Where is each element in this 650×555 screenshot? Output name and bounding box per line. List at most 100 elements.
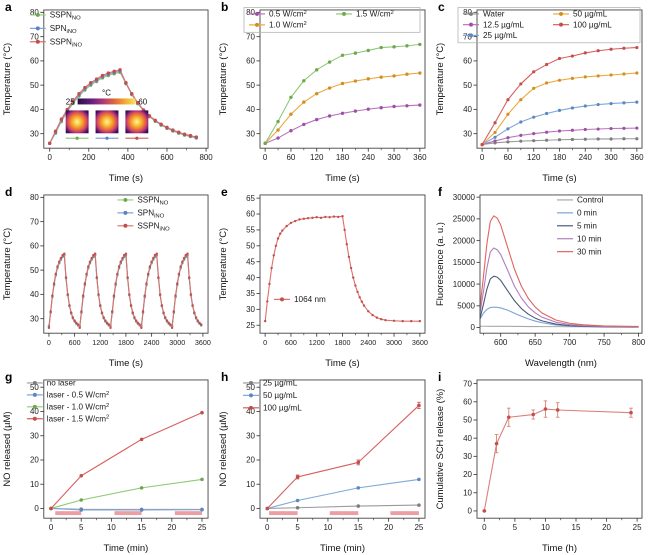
svg-text:80: 80 <box>246 8 255 17</box>
svg-text:10000: 10000 <box>453 280 476 289</box>
svg-text:70: 70 <box>463 379 472 388</box>
svg-text:0: 0 <box>468 507 473 516</box>
svg-text:20: 20 <box>602 523 611 532</box>
svg-text:240: 240 <box>362 153 376 162</box>
chart-b-power-density: 0 60 120 180 240 300 360 30 40 50 60 70 80 Time (s) Te… <box>218 7 427 184</box>
svg-text:40: 40 <box>463 105 472 114</box>
panel-f-label: f <box>438 185 442 199</box>
svg-text:800: 800 <box>199 153 213 162</box>
svg-text:40: 40 <box>30 407 39 416</box>
svg-text:30: 30 <box>30 431 39 440</box>
svg-text:15: 15 <box>137 523 146 532</box>
svg-text:800: 800 <box>632 338 646 347</box>
svg-text:1800: 1800 <box>334 339 350 347</box>
svg-text:360: 360 <box>413 153 427 162</box>
svg-text:40: 40 <box>30 290 39 299</box>
svg-text:650: 650 <box>528 338 542 347</box>
svg-text:80: 80 <box>463 8 472 17</box>
chart-f-fluorescence-spectra: 600 650 700 750 800 0 5000 10000 15000 20000 25000… <box>435 193 646 369</box>
panel-e: e 0 600 1200 1800 2400 3000 3600 25 30 35 40 45 50 55… <box>216 185 433 370</box>
svg-text:NO released (µM): NO released (µM) <box>2 412 13 487</box>
svg-text:0 min: 0 min <box>577 209 597 218</box>
chart-d-heating-cycles: 0 600 1200 1800 2400 3000 3600 30 40 50 60 70 80 Time… <box>2 193 211 369</box>
svg-text:25 µg/mL: 25 µg/mL <box>483 31 518 40</box>
svg-text:80: 80 <box>30 193 39 202</box>
panel-d-label: d <box>5 185 13 199</box>
svg-text:SPNiNO: SPNiNO <box>137 209 164 220</box>
svg-text:no laser: no laser <box>47 379 76 388</box>
svg-text:25: 25 <box>633 523 642 532</box>
svg-text:50: 50 <box>30 81 39 90</box>
svg-text:laser - 0.5 W/cm2: laser - 0.5 W/cm2 <box>47 391 110 400</box>
svg-text:Time (s): Time (s) <box>325 173 359 184</box>
svg-text:300: 300 <box>604 153 618 162</box>
svg-text:SPNiNO: SPNiNO <box>50 24 77 35</box>
svg-text:70: 70 <box>30 217 39 226</box>
chart-h-no-release-concentration: 0 5 10 15 20 25 0 10 20 30 40 50 Time (min) NO releas… <box>218 379 426 554</box>
chart-c-concentration: 0 60 120 180 240 300 360 30 40 50 60 70 80 Time (s) Te… <box>435 7 644 184</box>
svg-text:60: 60 <box>246 57 255 66</box>
svg-text:0: 0 <box>480 153 485 162</box>
panel-b-label: b <box>221 0 229 14</box>
svg-text:laser - 1.0 W/cm2: laser - 1.0 W/cm2 <box>47 403 110 412</box>
svg-text:30 min: 30 min <box>577 247 602 256</box>
svg-text:40: 40 <box>246 105 255 114</box>
svg-text:40: 40 <box>463 434 472 443</box>
svg-text:0.5 W/cm2: 0.5 W/cm2 <box>269 10 307 19</box>
svg-text:1200: 1200 <box>92 339 108 347</box>
svg-text:60: 60 <box>503 153 512 162</box>
svg-text:15000: 15000 <box>453 258 476 267</box>
svg-text:3600: 3600 <box>412 339 428 347</box>
svg-text:180: 180 <box>336 153 350 162</box>
svg-text:0: 0 <box>49 523 54 532</box>
svg-text:40: 40 <box>246 407 255 416</box>
svg-text:30000: 30000 <box>453 193 476 202</box>
svg-text:180: 180 <box>553 153 567 162</box>
svg-text:50: 50 <box>246 383 255 392</box>
svg-text:360: 360 <box>630 153 644 162</box>
svg-text:25000: 25000 <box>453 215 476 224</box>
svg-text:60: 60 <box>138 97 147 106</box>
svg-text:10: 10 <box>246 480 255 489</box>
svg-text:Fluorescence (a. u.): Fluorescence (a. u.) <box>435 222 446 306</box>
svg-text:25: 25 <box>66 97 75 106</box>
svg-text:°C: °C <box>102 88 111 97</box>
svg-text:SSPNNO: SSPNNO <box>50 11 81 22</box>
svg-text:300: 300 <box>387 153 401 162</box>
svg-text:2400: 2400 <box>360 339 376 347</box>
svg-text:10: 10 <box>30 480 39 489</box>
svg-text:50: 50 <box>246 242 255 251</box>
svg-text:10: 10 <box>107 523 116 532</box>
svg-text:Wavelength (nm): Wavelength (nm) <box>525 358 597 369</box>
svg-text:200: 200 <box>82 153 96 162</box>
svg-text:60: 60 <box>30 242 39 251</box>
svg-text:Water: Water <box>483 10 505 19</box>
svg-text:25: 25 <box>198 523 207 532</box>
svg-text:25: 25 <box>414 523 423 532</box>
svg-text:60: 60 <box>246 210 255 219</box>
svg-text:Time (s): Time (s) <box>109 173 143 184</box>
svg-text:Time (min): Time (min) <box>104 543 149 554</box>
svg-text:60: 60 <box>463 57 472 66</box>
svg-text:35: 35 <box>246 289 255 298</box>
panel-g-label: g <box>5 370 13 384</box>
svg-text:20: 20 <box>246 456 255 465</box>
svg-text:60: 60 <box>286 153 295 162</box>
svg-text:50 µg/mL: 50 µg/mL <box>263 391 298 400</box>
svg-text:10: 10 <box>463 488 472 497</box>
svg-text:1800: 1800 <box>118 339 134 347</box>
svg-text:55: 55 <box>246 226 255 235</box>
svg-text:Temperature (°C): Temperature (°C) <box>435 43 446 116</box>
svg-text:60: 60 <box>30 57 39 66</box>
svg-text:5: 5 <box>513 523 518 532</box>
svg-text:600: 600 <box>160 153 174 162</box>
svg-text:30: 30 <box>246 431 255 440</box>
svg-text:25: 25 <box>246 321 255 330</box>
svg-text:15: 15 <box>572 523 581 532</box>
svg-text:70: 70 <box>246 32 255 41</box>
svg-text:1.0 W/cm2: 1.0 W/cm2 <box>269 21 307 30</box>
svg-text:Temperature (°C): Temperature (°C) <box>2 43 13 115</box>
svg-text:120: 120 <box>527 153 541 162</box>
svg-text:0: 0 <box>263 153 268 162</box>
